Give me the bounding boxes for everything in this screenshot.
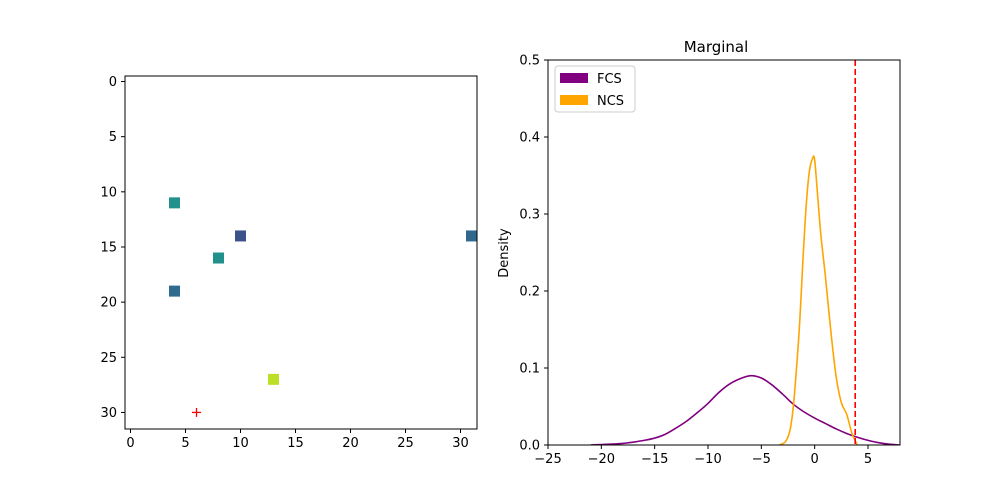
legend-swatch-ncs xyxy=(560,95,588,105)
left-y-tick-label: 5 xyxy=(109,130,117,145)
left-y-tick-label: 15 xyxy=(100,240,117,255)
marginal-density-panel: Marginal −25 −20 −15 −10 −5 0 5 0.00.10.20.30.… xyxy=(497,38,901,467)
grid-cell-point xyxy=(213,252,224,264)
right-y-axis-label: Density xyxy=(497,228,512,278)
right-x-tick-label: −25 xyxy=(534,452,561,467)
right-x-tick-label: −10 xyxy=(694,452,721,467)
right-x-tick-label: 5 xyxy=(864,452,872,467)
left-y-axis: 0 5 10 15 20 25 30 xyxy=(100,75,125,421)
density-line-fcs xyxy=(590,374,900,445)
right-y-tick-label: 0.4 xyxy=(519,131,540,146)
grid-cell-point xyxy=(169,197,180,209)
right-y-tick-label: 0.2 xyxy=(519,285,540,300)
left-x-tick-label: 10 xyxy=(232,436,249,451)
right-y-tick-label: 0.5 xyxy=(519,54,540,69)
left-x-tick-label: 0 xyxy=(126,436,134,451)
right-y-tick-label: 0.0 xyxy=(519,439,540,454)
right-plot-content xyxy=(590,60,900,445)
grid-scatter-panel: 0 5 10 15 20 25 30 0 5 10 15 20 25 30 xyxy=(100,75,478,451)
legend-label-ncs: NCS xyxy=(597,94,624,109)
grid-cell-point xyxy=(466,230,477,242)
right-x-tick-label: 0 xyxy=(811,452,819,467)
left-plot-area xyxy=(125,76,477,429)
legend-swatch-fcs xyxy=(560,73,588,83)
left-y-tick-label: 10 xyxy=(100,185,117,200)
right-y-tick-label: 0.3 xyxy=(519,208,540,223)
left-x-tick-label: 5 xyxy=(181,436,189,451)
left-x-tick-label: 30 xyxy=(452,436,469,451)
right-chart-title: Marginal xyxy=(684,38,749,56)
left-x-tick-label: 20 xyxy=(342,436,359,451)
grid-cell-point xyxy=(268,373,279,385)
left-y-tick-label: 0 xyxy=(109,75,117,90)
left-y-tick-label: 25 xyxy=(100,351,117,366)
right-x-tick-label: −20 xyxy=(588,452,615,467)
right-x-tick-label: −5 xyxy=(752,452,771,467)
left-x-axis: 0 5 10 15 20 25 30 xyxy=(126,429,469,451)
left-plot-frame xyxy=(124,75,478,430)
left-y-tick-label: 20 xyxy=(100,296,117,311)
left-x-tick-label: 15 xyxy=(287,436,304,451)
legend: FCS NCS xyxy=(554,65,636,113)
left-plot-content xyxy=(169,197,477,417)
density-line-ncs xyxy=(779,155,859,445)
legend-label-fcs: FCS xyxy=(597,72,622,87)
right-plot-frame xyxy=(547,59,901,446)
right-x-tick-label: −15 xyxy=(641,452,668,467)
right-y-axis: 0.0 0.1 0.2 0.3 0.4 0.5 xyxy=(519,54,548,454)
grid-cell-point xyxy=(169,285,180,297)
right-y-tick-label: 0.1 xyxy=(519,362,540,377)
marker-plus xyxy=(192,407,201,417)
grid-cell-point xyxy=(235,230,246,242)
left-x-tick-label: 25 xyxy=(397,436,414,451)
left-y-tick-label: 30 xyxy=(100,406,117,421)
right-x-axis: −25 −20 −15 −10 −5 0 5 xyxy=(534,445,872,467)
